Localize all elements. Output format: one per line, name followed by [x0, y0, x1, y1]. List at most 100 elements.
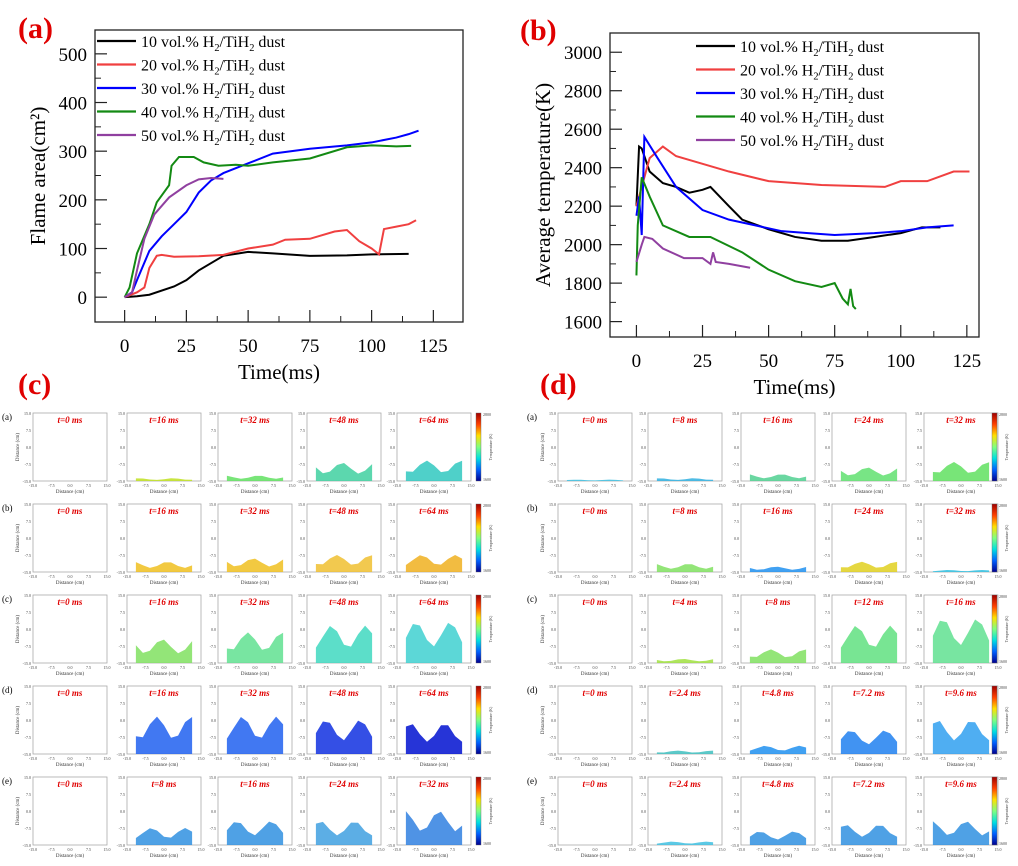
- panel-time-label: t=0 ms: [583, 688, 608, 698]
- x-tick-label: -7.5: [663, 574, 669, 579]
- panel-time-label: t=16 ms: [149, 506, 179, 516]
- x-axis-label: Distance (cm): [671, 854, 700, 859]
- heatmap-panel: t=0 ms 15.0 7.5 0.0 -7.5 -15.0-15.0 -7.5 0.0 7.5…: [541, 593, 636, 677]
- y-tick-label: -15.0: [387, 570, 395, 575]
- x-tick-label: 0.0: [342, 574, 347, 579]
- colorbar-label: Temperature (K): [1004, 433, 1009, 460]
- x-tick-label: -7.5: [756, 847, 762, 852]
- y-tick-label: -15.0: [914, 843, 922, 848]
- x-axis-label: Distance (cm): [420, 490, 449, 495]
- x-tick-label: 0.0: [776, 847, 781, 852]
- x-tick-label: 7.5: [86, 847, 91, 852]
- y-tick-label: 7.5: [211, 792, 216, 797]
- colorbar: [475, 685, 482, 755]
- x-tick-label: 0.0: [432, 483, 437, 488]
- panel-frame: [126, 594, 202, 664]
- y-tick-label: 0.0: [211, 627, 216, 632]
- x-tick-label: -15.0: [29, 756, 37, 761]
- y-tick-label: -15.0: [548, 752, 556, 757]
- panel-time-label: t=64 ms: [419, 688, 449, 698]
- x-tick-label: 7.5: [611, 756, 616, 761]
- x-tick-label: -7.5: [756, 665, 762, 670]
- colorbar-min: 1600: [999, 659, 1007, 664]
- y-tick-label: -7.5: [299, 735, 305, 740]
- x-tick-label: 7.5: [701, 483, 706, 488]
- y-tick-label: 0.0: [26, 445, 31, 450]
- x-tick-label: 0.0: [959, 483, 964, 488]
- y-tick-label: 15.0: [209, 684, 216, 689]
- colorbar: [475, 776, 482, 846]
- x-tick-label: 15.0: [719, 756, 726, 761]
- x-tick-label: 7.5: [86, 756, 91, 761]
- x-tick-label: 0.0: [776, 665, 781, 670]
- series-line-30pct: [635, 133, 954, 237]
- legend-label: 20 vol.% H2/TiH2 dust: [141, 58, 286, 78]
- series-line-50pct: [635, 235, 751, 269]
- panel-time-label: t=0 ms: [58, 597, 83, 607]
- x-tick-label: 0.0: [867, 574, 872, 579]
- x-tick-label: -7.5: [939, 756, 945, 761]
- y-tick-label: 0.0: [917, 627, 922, 632]
- y-tick-label: 15.0: [298, 684, 305, 689]
- x-tick-label: -15.0: [920, 847, 928, 852]
- y-tick-label: 7.5: [120, 701, 125, 706]
- y-tick-label: 15.0: [915, 593, 922, 598]
- panel-time-label: t=0 ms: [583, 779, 608, 789]
- flame-region: [405, 724, 463, 754]
- heatmap-panel: t=48 ms 15.0 7.5 0.0 -7.5 -15.0-15.0 -7.5 0.0 7.…: [297, 411, 385, 495]
- panel-frame: [647, 412, 723, 482]
- x-tick-label: -7.5: [573, 847, 579, 852]
- x-tick-label: -15.0: [303, 665, 311, 670]
- colorbar-min: 1600: [483, 659, 491, 664]
- x-tick-label: -7.5: [847, 847, 853, 852]
- x-tick-label: 15.0: [468, 665, 475, 670]
- panel-frame: [396, 685, 472, 755]
- heatmap-panel: t=0 ms 15.0 7.5 0.0 -7.5 -15.0-15.0 -7.5 0.0 7.5…: [16, 593, 111, 677]
- x-tick-label: 7.5: [977, 665, 982, 670]
- colorbar-min: 1600: [999, 841, 1007, 846]
- x-tick-label: -7.5: [233, 574, 239, 579]
- x-tick-label: 15.0: [289, 756, 296, 761]
- x-tick-label: 7.5: [701, 574, 706, 579]
- x-tick-label: -7.5: [573, 756, 579, 761]
- x-tick-label: -15.0: [828, 756, 836, 761]
- y-axis-label: Distance (cm): [541, 706, 546, 735]
- y-tick-label: -15.0: [297, 752, 305, 757]
- x-tick-label: -7.5: [412, 756, 418, 761]
- x-axis-label: Distance (cm): [855, 490, 884, 495]
- y-tick-label: 0.0: [300, 627, 305, 632]
- y-tick-label: 15.0: [24, 684, 31, 689]
- x-tick-label: -15.0: [393, 483, 401, 488]
- x-tick-label: 15.0: [995, 574, 1002, 579]
- y-tick-label: 15.0: [209, 593, 216, 598]
- y-tick-label: 0.0: [120, 718, 125, 723]
- y-tick-label: 15.0: [209, 502, 216, 507]
- x-tick-label: -15.0: [393, 574, 401, 579]
- panel-time-label: t=0 ms: [58, 506, 83, 516]
- y-tick-label: 500: [59, 45, 88, 66]
- x-tick-label: 7.5: [611, 665, 616, 670]
- panel-frame: [396, 776, 472, 846]
- x-tick-label: 7.5: [701, 665, 706, 670]
- y-tick-label: 7.5: [641, 701, 646, 706]
- y-tick-label: 0.0: [390, 718, 395, 723]
- y-tick-label: 15.0: [388, 411, 395, 416]
- x-tick-label: 15.0: [903, 847, 910, 852]
- panel-frame: [126, 412, 202, 482]
- x-tick-label: 15.0: [468, 483, 475, 488]
- y-tick-label: 7.5: [825, 701, 830, 706]
- x-tick-label: -15.0: [554, 483, 562, 488]
- x-tick-label: -15.0: [303, 847, 311, 852]
- y-tick-label: -7.5: [25, 826, 31, 831]
- plot-frame: [609, 32, 980, 338]
- colorbar-max: 2800: [999, 685, 1007, 690]
- x-axis-label: Distance (cm): [671, 763, 700, 768]
- y-tick-label: 7.5: [120, 519, 125, 524]
- x-tick-label: 7.5: [86, 483, 91, 488]
- y-tick-label: 0.0: [120, 809, 125, 814]
- y-tick-label: 7.5: [120, 610, 125, 615]
- y-tick-label: -15.0: [117, 843, 125, 848]
- x-tick-label: 0.0: [432, 756, 437, 761]
- x-tick-label: -7.5: [756, 483, 762, 488]
- heatmap-panel: t=0 ms 15.0 7.5 0.0 -7.5 -15.0-15.0 -7.5 0.0 7.5…: [16, 775, 111, 859]
